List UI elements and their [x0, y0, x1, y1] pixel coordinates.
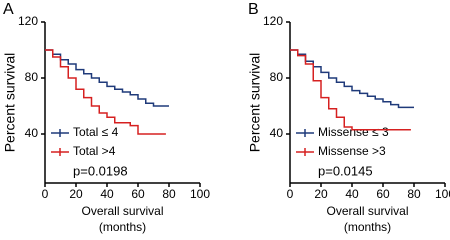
y-tick-label: 80 — [270, 70, 284, 84]
x-axis-title: Overall survival — [326, 204, 408, 218]
x-tick-label: 80 — [407, 187, 421, 201]
legend-label: Missense >3 — [318, 144, 386, 158]
x-tick-label: 80 — [162, 187, 176, 201]
x-tick-label: 20 — [314, 187, 328, 201]
survival-line — [290, 49, 414, 109]
legend-label: Total ≤ 4 — [73, 125, 119, 139]
x-tick-label: 40 — [345, 187, 359, 201]
panel-label: A — [3, 1, 14, 18]
y-tick-label: 80 — [25, 70, 39, 84]
x-axis-title: (months) — [344, 220, 391, 234]
p-value: p=0.0145 — [318, 163, 373, 178]
y-axis-title: Percent survival — [247, 53, 263, 153]
x-tick-label: 100 — [190, 187, 210, 201]
legend-label: Total >4 — [73, 144, 116, 158]
legend-label: Missense ≤ 3 — [318, 125, 389, 139]
x-axis-title: (months) — [99, 220, 146, 234]
survival-line — [45, 49, 166, 135]
x-tick-label: 0 — [42, 187, 49, 201]
panel-label: B — [248, 1, 259, 18]
p-value: p=0.0198 — [73, 163, 128, 178]
y-tick-label: 40 — [25, 126, 39, 140]
x-tick-label: 100 — [435, 187, 450, 201]
x-tick-label: 60 — [376, 187, 390, 201]
x-tick-label: 40 — [100, 187, 114, 201]
x-tick-label: 0 — [287, 187, 294, 201]
x-tick-label: 20 — [69, 187, 83, 201]
x-tick-label: 60 — [131, 187, 145, 201]
survival-line — [290, 49, 411, 131]
y-tick-label: 120 — [18, 14, 38, 28]
y-tick-label: 120 — [263, 14, 283, 28]
figure: A 40 80 120 0 20 40 60 80 100 Percent survival Over… — [2, 1, 450, 234]
y-tick-label: 40 — [270, 126, 284, 140]
x-axis-title: Overall survival — [81, 204, 163, 218]
survival-line — [45, 49, 169, 107]
y-axis-title: Percent survival — [2, 53, 18, 153]
